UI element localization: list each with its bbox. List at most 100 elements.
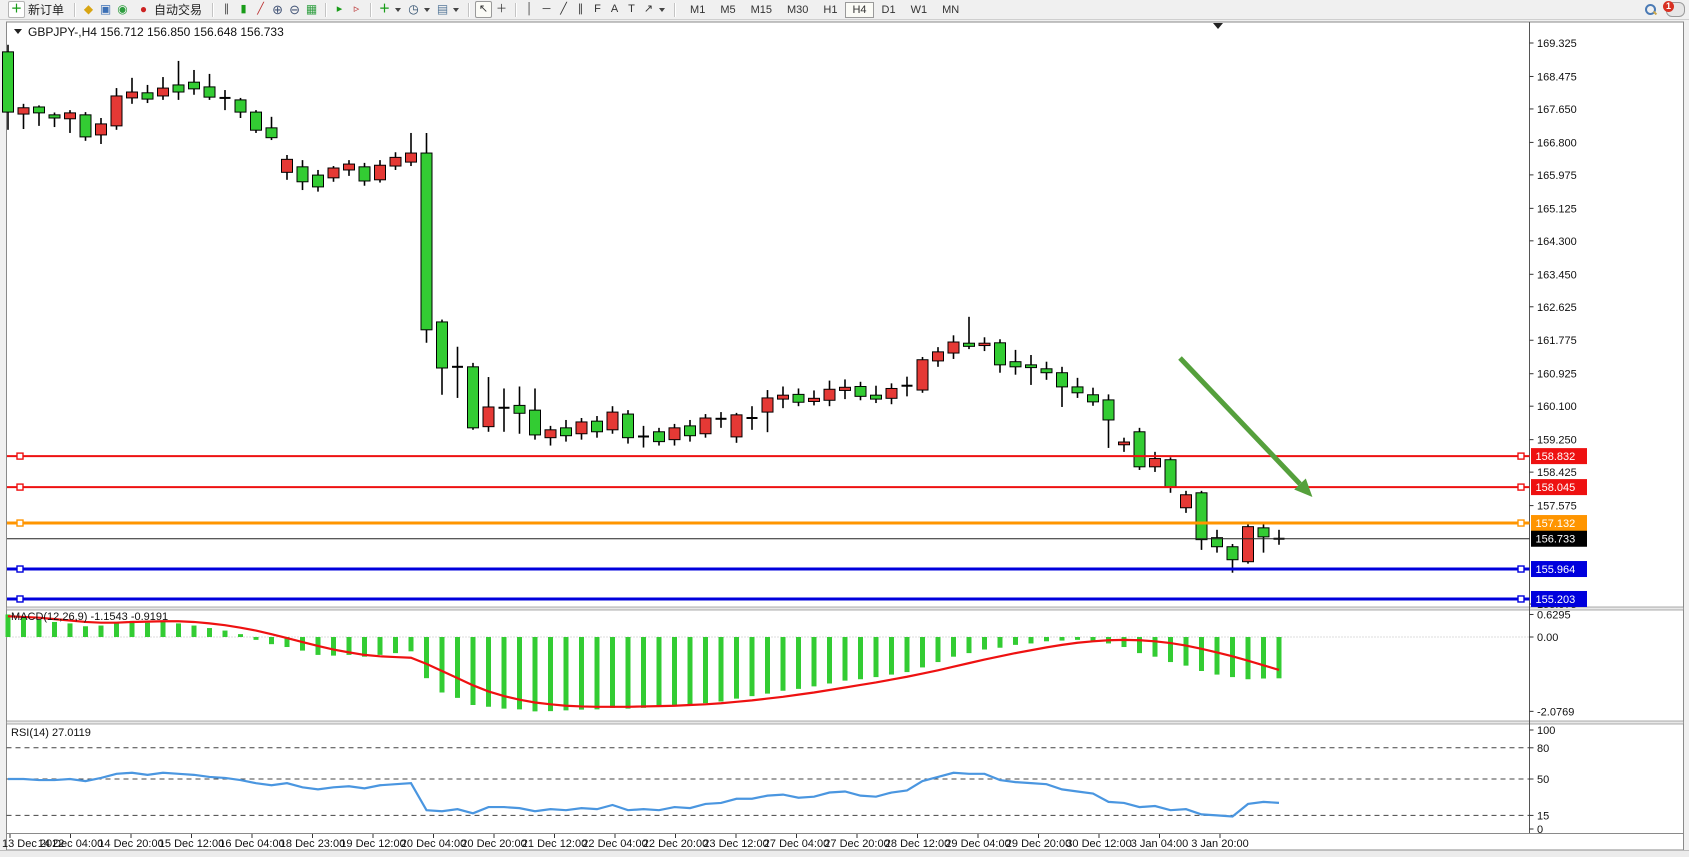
toolbar: ＋ 新订单 ◆ ▣ ◉ ● 自动交易 ∥ ▮ ╱ ⊕ ⊖ ▦ ▸ ▹ ＋ ◷ ▤…	[0, 0, 1689, 20]
price-axis-tick-label: 158.425	[1537, 467, 1577, 479]
notification-badge: 1	[1663, 1, 1674, 12]
line-handle[interactable]	[16, 452, 24, 460]
line-handle[interactable]	[16, 519, 24, 527]
navigator-icon[interactable]: ▣	[99, 2, 112, 16]
candle-body	[792, 393, 805, 403]
timeframe-button-W1[interactable]: W1	[904, 2, 935, 18]
price-tag-box	[1531, 479, 1587, 496]
market-watch-icon[interactable]: ◆	[83, 2, 94, 16]
sound-icon[interactable]: ◉	[117, 2, 128, 16]
candle	[358, 162, 371, 186]
chart-collapse-icon[interactable]	[14, 29, 22, 34]
candle-body	[250, 111, 262, 131]
trend-arrow[interactable]	[1178, 356, 1302, 486]
candle	[1195, 490, 1208, 550]
periods-icon[interactable]: ◷	[408, 2, 419, 16]
candle-body	[994, 342, 1006, 366]
candle	[1118, 437, 1130, 452]
line-handle[interactable]	[1517, 519, 1525, 527]
candle	[343, 160, 355, 176]
candle	[901, 376, 913, 397]
toolbar-separator	[370, 2, 372, 17]
line-handle[interactable]	[1517, 452, 1525, 460]
search-icon[interactable]	[1643, 2, 1658, 17]
line-handle[interactable]	[1517, 565, 1525, 573]
trendline-icon[interactable]: ╱	[560, 3, 567, 15]
channel-icon[interactable]: ∥	[577, 3, 584, 15]
chart-shift-icon[interactable]: ▹	[353, 3, 360, 15]
timeframe-button-M30[interactable]: M30	[780, 2, 815, 18]
line-handle[interactable]	[1517, 483, 1525, 491]
candle	[482, 377, 495, 432]
chart-area[interactable]: 169.325 168.475 167.650 166.800 165.975 165.1…	[0, 20, 1689, 857]
indicators-dropdown-icon[interactable]	[395, 7, 402, 12]
candle	[699, 414, 712, 438]
candle	[653, 427, 665, 446]
chart-shift-marker-icon[interactable]	[1213, 23, 1223, 29]
time-axis-label: 15 Dec 12:00	[159, 838, 224, 850]
candle-body	[436, 321, 448, 369]
time-axis-label: 29 Dec 04:00	[945, 838, 1010, 850]
templates-icon[interactable]: ▤	[436, 2, 449, 16]
candle-body	[1071, 386, 1084, 394]
candle-body	[699, 417, 712, 435]
candle	[591, 416, 603, 438]
toolbar-separator	[74, 2, 76, 17]
zoom-in-icon[interactable]: ⊕	[272, 2, 283, 17]
price-tag-value: 156.733	[1536, 534, 1576, 546]
candle-body	[420, 152, 433, 331]
panel-divider[interactable]	[6, 606, 1684, 611]
tile-windows-icon[interactable]: ▦	[305, 2, 318, 16]
candle	[126, 77, 138, 104]
macd-signal-line	[7, 615, 1280, 708]
shapes-icon[interactable]: ↗	[643, 3, 654, 15]
shapes-dropdown-icon[interactable]	[659, 7, 666, 12]
zoom-out-icon[interactable]: ⊖	[289, 2, 300, 17]
crosshair-icon[interactable]: ＋	[496, 3, 508, 15]
new-order-button[interactable]: ＋ 新订单	[4, 1, 68, 19]
autotrade-button[interactable]: ● 自动交易	[132, 1, 206, 19]
line-handle[interactable]	[16, 565, 24, 573]
text-icon[interactable]: A	[610, 3, 619, 15]
toolbar-separator	[325, 2, 327, 17]
candle	[1102, 394, 1115, 448]
line-handle[interactable]	[16, 483, 24, 491]
fibonacci-icon[interactable]: F	[594, 3, 601, 15]
horizontal-line-icon[interactable]: ─	[542, 3, 551, 15]
timeframe-button-MN[interactable]: MN	[935, 2, 966, 18]
timeframe-button-M15[interactable]: M15	[744, 2, 779, 18]
candle-body	[591, 420, 603, 433]
trend-arrow-head[interactable]	[1294, 478, 1313, 498]
candle	[48, 112, 61, 128]
candle-body	[1040, 368, 1053, 374]
timeframe-button-M5[interactable]: M5	[713, 2, 742, 18]
vertical-line-icon[interactable]: │	[526, 3, 533, 15]
price-axis-tick-label: 161.775	[1537, 335, 1577, 347]
candle-body	[1133, 431, 1146, 468]
status-strip	[0, 851, 1689, 857]
periods-dropdown-icon[interactable]	[424, 7, 431, 12]
line-handle[interactable]	[16, 595, 24, 603]
auto-scroll-icon[interactable]: ▸	[336, 3, 343, 15]
timeframe-button-H4[interactable]: H4	[845, 1, 874, 18]
candlestick-chart-icon[interactable]: ▮	[240, 3, 247, 15]
macd-scale-label: -2.0769	[1537, 706, 1574, 718]
cursor-icon[interactable]: ↖	[475, 1, 493, 18]
price-axis-tick-label: 166.800	[1537, 137, 1577, 149]
panel-divider[interactable]	[6, 720, 1684, 725]
timeframe-button-M1[interactable]: M1	[683, 2, 712, 18]
templates-dropdown-icon[interactable]	[453, 7, 460, 12]
bar-chart-icon[interactable]: ∥	[223, 3, 230, 15]
time-axis-label: 3 Jan 20:00	[1191, 838, 1249, 850]
price-axis-tick-label: 164.300	[1537, 236, 1577, 248]
line-handle[interactable]	[1517, 595, 1525, 603]
timeframe-button-H1[interactable]: H1	[816, 2, 844, 18]
text-label-icon[interactable]: T	[628, 3, 635, 15]
line-chart-icon[interactable]: ╱	[257, 3, 264, 15]
indicators-icon[interactable]: ＋	[379, 3, 391, 15]
candle	[312, 169, 324, 192]
candle-body	[684, 425, 696, 437]
notification-bubble-icon[interactable]: 1	[1663, 1, 1685, 17]
timeframe-button-D1[interactable]: D1	[875, 2, 903, 18]
candle-body	[1149, 458, 1161, 468]
